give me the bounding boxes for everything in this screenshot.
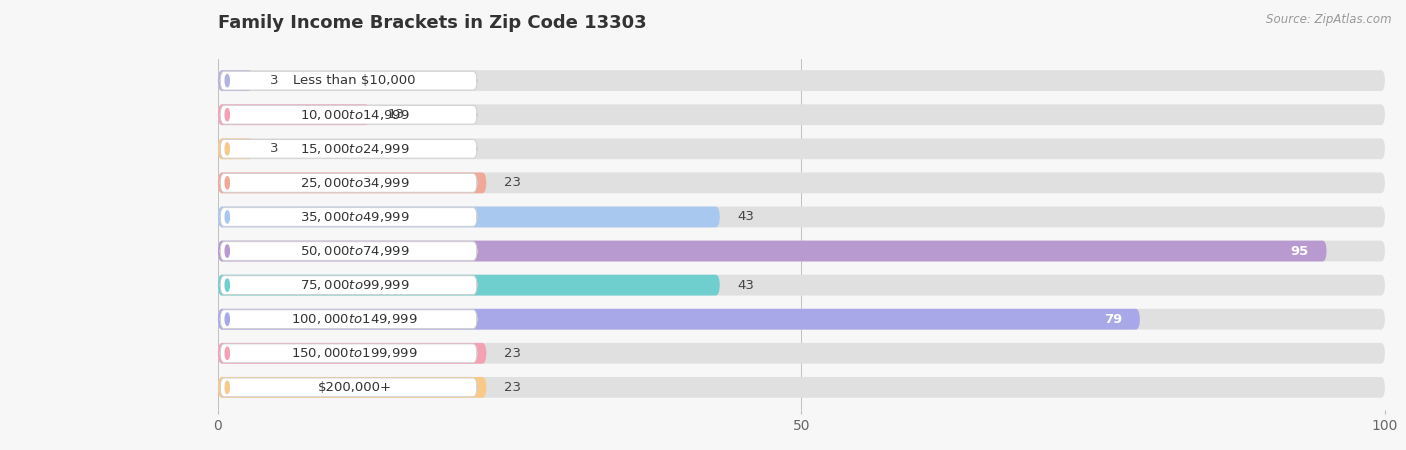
Circle shape bbox=[225, 177, 229, 189]
Text: $35,000 to $49,999: $35,000 to $49,999 bbox=[299, 210, 409, 224]
Text: $25,000 to $34,999: $25,000 to $34,999 bbox=[299, 176, 409, 190]
Text: Source: ZipAtlas.com: Source: ZipAtlas.com bbox=[1267, 14, 1392, 27]
FancyBboxPatch shape bbox=[218, 309, 1140, 329]
Circle shape bbox=[225, 143, 229, 155]
FancyBboxPatch shape bbox=[221, 71, 477, 90]
FancyBboxPatch shape bbox=[218, 343, 1385, 364]
Circle shape bbox=[225, 381, 229, 393]
Text: 3: 3 bbox=[270, 142, 278, 155]
Text: 3: 3 bbox=[270, 74, 278, 87]
FancyBboxPatch shape bbox=[218, 207, 720, 227]
FancyBboxPatch shape bbox=[218, 172, 1385, 194]
FancyBboxPatch shape bbox=[221, 378, 477, 397]
FancyBboxPatch shape bbox=[218, 139, 253, 159]
FancyBboxPatch shape bbox=[218, 241, 1327, 261]
Text: 43: 43 bbox=[737, 211, 754, 224]
Text: $75,000 to $99,999: $75,000 to $99,999 bbox=[299, 278, 409, 292]
Text: 23: 23 bbox=[503, 381, 520, 394]
Circle shape bbox=[225, 211, 229, 223]
FancyBboxPatch shape bbox=[218, 343, 486, 364]
Text: 79: 79 bbox=[1104, 313, 1122, 326]
FancyBboxPatch shape bbox=[218, 274, 720, 296]
Text: $200,000+: $200,000+ bbox=[318, 381, 391, 394]
FancyBboxPatch shape bbox=[221, 140, 477, 158]
Text: $10,000 to $14,999: $10,000 to $14,999 bbox=[299, 108, 409, 122]
Text: 13: 13 bbox=[387, 108, 404, 121]
FancyBboxPatch shape bbox=[218, 139, 1385, 159]
Text: $150,000 to $199,999: $150,000 to $199,999 bbox=[291, 346, 418, 360]
FancyBboxPatch shape bbox=[221, 310, 477, 328]
FancyBboxPatch shape bbox=[218, 377, 486, 398]
Circle shape bbox=[225, 279, 229, 291]
Text: Family Income Brackets in Zip Code 13303: Family Income Brackets in Zip Code 13303 bbox=[218, 14, 647, 32]
Circle shape bbox=[225, 347, 229, 360]
Text: $50,000 to $74,999: $50,000 to $74,999 bbox=[299, 244, 409, 258]
FancyBboxPatch shape bbox=[218, 207, 1385, 227]
Text: 23: 23 bbox=[503, 176, 520, 189]
FancyBboxPatch shape bbox=[218, 241, 1385, 261]
Circle shape bbox=[225, 245, 229, 257]
FancyBboxPatch shape bbox=[218, 104, 370, 125]
Circle shape bbox=[225, 75, 229, 87]
Text: Less than $10,000: Less than $10,000 bbox=[294, 74, 416, 87]
FancyBboxPatch shape bbox=[218, 70, 253, 91]
Text: 23: 23 bbox=[503, 347, 520, 360]
FancyBboxPatch shape bbox=[218, 172, 486, 194]
FancyBboxPatch shape bbox=[218, 70, 1385, 91]
FancyBboxPatch shape bbox=[221, 105, 477, 124]
Text: $100,000 to $149,999: $100,000 to $149,999 bbox=[291, 312, 418, 326]
Text: 43: 43 bbox=[737, 279, 754, 292]
FancyBboxPatch shape bbox=[218, 104, 1385, 125]
FancyBboxPatch shape bbox=[221, 207, 477, 226]
FancyBboxPatch shape bbox=[221, 276, 477, 294]
FancyBboxPatch shape bbox=[218, 309, 1385, 329]
FancyBboxPatch shape bbox=[221, 344, 477, 363]
Circle shape bbox=[225, 313, 229, 325]
Text: $15,000 to $24,999: $15,000 to $24,999 bbox=[299, 142, 409, 156]
FancyBboxPatch shape bbox=[218, 274, 1385, 296]
FancyBboxPatch shape bbox=[218, 377, 1385, 398]
FancyBboxPatch shape bbox=[221, 242, 477, 261]
Text: 95: 95 bbox=[1291, 244, 1309, 257]
FancyBboxPatch shape bbox=[221, 174, 477, 192]
Circle shape bbox=[225, 108, 229, 121]
